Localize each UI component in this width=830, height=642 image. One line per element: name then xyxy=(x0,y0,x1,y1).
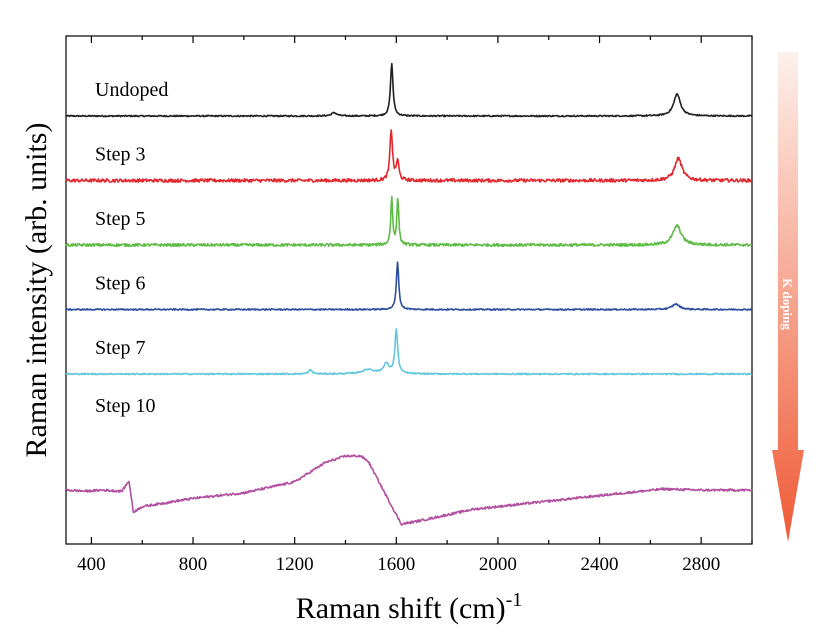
series-line-step-3 xyxy=(65,129,753,183)
plot-frame xyxy=(65,35,753,545)
series-label-step-3: Step 3 xyxy=(95,144,146,166)
x-axis-title-exponent: -1 xyxy=(506,589,523,611)
series-line-step-7 xyxy=(65,328,753,376)
x-axis-title: Raman shift (cm)-1 xyxy=(296,589,523,625)
series-label-step-6: Step 6 xyxy=(95,273,146,295)
series-label-undoped: Undoped xyxy=(95,79,168,101)
series-label-step-5: Step 5 xyxy=(95,208,146,230)
series-line-undoped xyxy=(65,62,753,118)
x-tick-labels: 400 800 1200 1600 2000 2400 2800 xyxy=(77,554,720,575)
series-line-step-6 xyxy=(65,261,753,311)
x-tick-label: 2800 xyxy=(682,554,720,575)
series-label-layer: Undoped Step 3 Step 5 Step 6 Step 7 Step 10 xyxy=(95,79,168,417)
series-label-step-7: Step 7 xyxy=(95,337,146,359)
x-tick-label: 2000 xyxy=(479,554,517,575)
k-doping-label: K doping xyxy=(780,278,795,330)
series-layer xyxy=(65,62,753,526)
x-tick-marks xyxy=(90,36,753,544)
x-tick-label: 400 xyxy=(77,554,106,575)
series-line-step-10 xyxy=(65,454,753,526)
x-tick-label: 1200 xyxy=(276,554,314,575)
k-doping-arrow-shape xyxy=(772,52,804,542)
series-line-step-5 xyxy=(65,195,753,248)
x-tick-label: 800 xyxy=(179,554,208,575)
x-tick-label: 2400 xyxy=(581,554,619,575)
series-label-step-10: Step 10 xyxy=(95,395,156,417)
y-axis-title: Raman intensity (arb. units) xyxy=(20,123,53,458)
x-tick-label: 1600 xyxy=(377,554,415,575)
k-doping-arrow: K doping xyxy=(772,52,804,542)
